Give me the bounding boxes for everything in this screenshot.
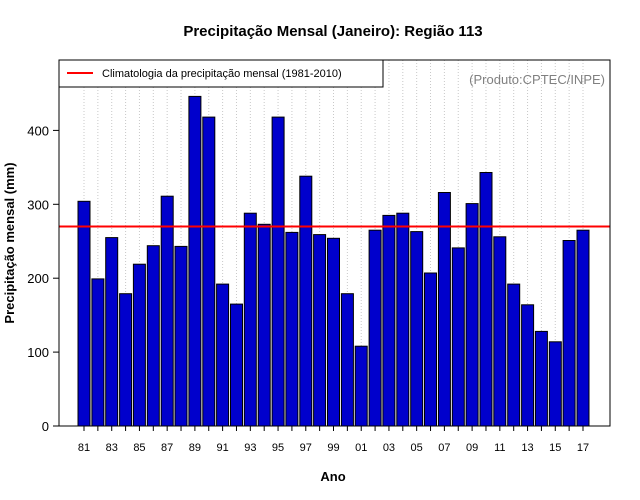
bar-02 [368,229,382,427]
legend-label: Climatologia da precipitação mensal (198… [102,68,342,80]
bar-07 [437,192,451,427]
x-tick-label-95: 95 [272,442,284,454]
bar-06 [424,272,437,427]
bars [77,95,590,427]
x-tick-label-83: 83 [106,442,118,454]
bar-00 [340,293,354,427]
legend: Climatologia da precipitação mensal (198… [58,59,384,88]
bar-94 [257,223,271,427]
bar-85 [132,263,146,427]
bar-16 [562,240,576,427]
bar-88 [174,245,188,427]
x-tick-label-13: 13 [521,442,533,454]
bar-92 [230,303,243,427]
x-tick-label-89: 89 [189,442,201,454]
bar-98 [313,234,327,427]
bar-01 [354,345,368,427]
x-tick-label-17: 17 [577,442,589,454]
x-tick-label-01: 01 [355,442,367,454]
bar-95 [271,116,285,427]
bar-08 [451,247,465,427]
x-axis-label: Ano [320,469,345,484]
bar-97 [299,175,313,427]
x-tick-label-85: 85 [133,442,145,454]
y-tick-label-100: 100 [27,345,49,360]
bar-90 [202,116,216,427]
bar-83 [105,237,119,427]
bar-10 [479,172,493,427]
bar-99 [327,237,340,427]
chart-title: Precipitação Mensal (Janeiro): Região 11… [183,23,482,40]
bar-14 [534,330,548,427]
x-tick-label-93: 93 [244,442,256,454]
y-tick-label-200: 200 [27,271,49,286]
bar-15 [548,341,562,427]
bar-12 [507,283,521,427]
x-tick-label-05: 05 [411,442,423,454]
x-tick-label-15: 15 [549,442,561,454]
x-tick-label-07: 07 [438,442,450,454]
bar-03 [382,214,396,427]
bar-82 [91,278,105,427]
y-tick-label-0: 0 [42,419,49,434]
bar-04 [396,212,410,427]
bar-09 [465,203,479,427]
y-axis: 0 100 200 300 400 [27,123,59,434]
bar-05 [410,231,424,427]
bar-87 [160,195,174,427]
bar-86 [146,245,160,427]
legend-box [58,59,384,88]
x-tick-label-03: 03 [383,442,395,454]
bar-93 [243,212,257,427]
x-tick-label-87: 87 [161,442,173,454]
bar-11 [493,236,507,427]
bar-84 [119,293,133,427]
x-tick-label-99: 99 [327,442,339,454]
y-tick-label-300: 300 [27,197,49,212]
x-tick-label-91: 91 [216,442,228,454]
bar-91 [216,283,230,427]
bar-13 [521,304,535,427]
credit-text: (Produto:CPTEC/INPE) [469,72,605,87]
x-tick-label-11: 11 [494,442,505,454]
x-tick-label-81: 81 [78,442,90,454]
x-tick-label-97: 97 [300,442,312,454]
bar-17 [576,229,590,427]
bar-81 [77,200,91,427]
bar-96 [285,231,299,427]
y-axis-label: Precipitação mensal (mm) [2,162,17,323]
x-tick-label-09: 09 [466,442,478,454]
bar-89 [188,95,202,427]
y-tick-label-400: 400 [27,123,49,138]
x-axis: 81 83 85 87 89 91 93 95 97 99 01 03 05 07 09 11 13 15 17 [78,426,589,454]
